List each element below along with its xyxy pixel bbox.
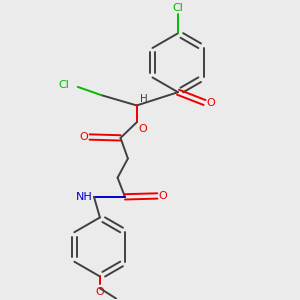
Text: O: O	[95, 287, 104, 297]
Text: Cl: Cl	[58, 80, 69, 90]
Text: H: H	[140, 94, 147, 104]
Text: NH: NH	[76, 192, 92, 202]
Text: O: O	[159, 191, 168, 201]
Text: O: O	[79, 132, 88, 142]
Text: Cl: Cl	[172, 3, 183, 13]
Text: O: O	[138, 124, 147, 134]
Text: O: O	[206, 98, 215, 107]
